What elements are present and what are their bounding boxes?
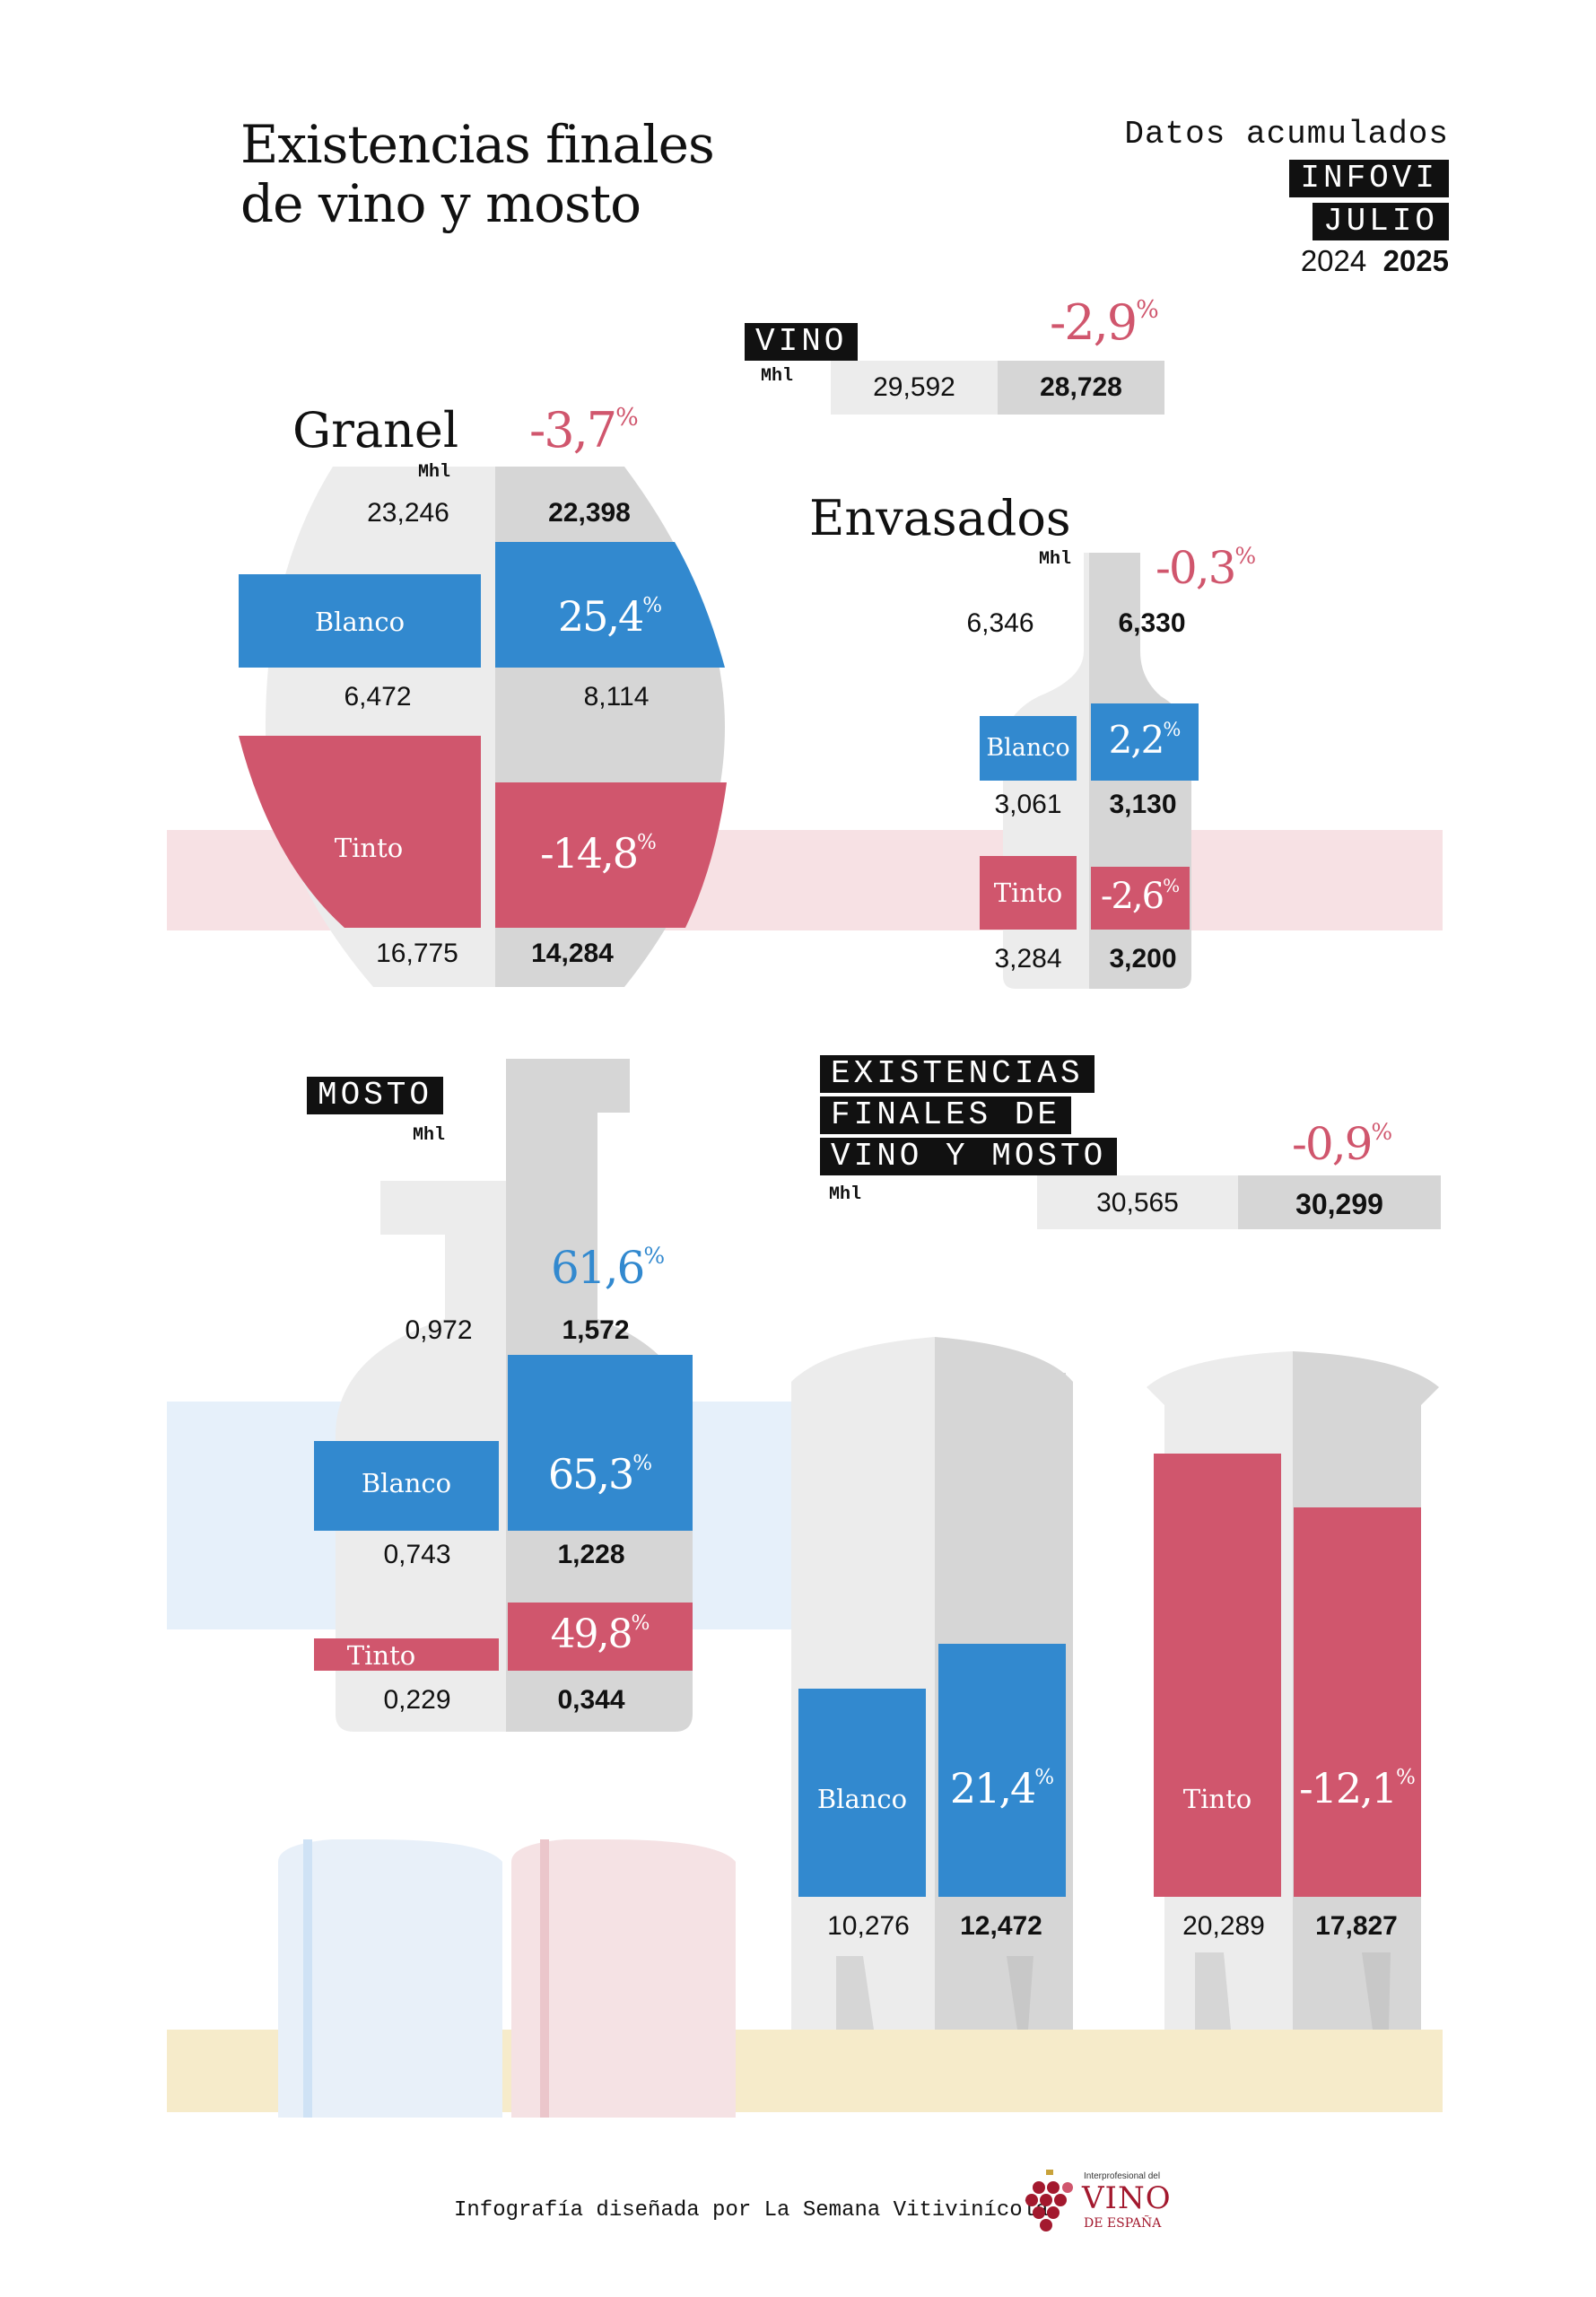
mosto-blanco-curr-bar xyxy=(508,1355,693,1531)
mosto-blanco-change: 65,3% xyxy=(547,1450,653,1498)
mosto-tinto-curr-bar xyxy=(508,1603,693,1671)
envasados-blanco-prev-bar xyxy=(980,716,1077,781)
mosto-tinto-label: Tinto xyxy=(346,1640,416,1671)
mosto-unit: Mhl xyxy=(413,1125,446,1146)
title-line-2: de vino y mosto xyxy=(240,173,641,234)
source-badge: INFOVI xyxy=(1289,160,1449,197)
envasados-tinto-prev-value: 3,284 xyxy=(994,944,1062,974)
total-curr-value: 30,299 xyxy=(1295,1188,1383,1220)
grape-logo-icon xyxy=(1025,2170,1073,2231)
total-tinto-prev-bar xyxy=(1154,1454,1281,1897)
logo-line-3: DE ESPAÑA xyxy=(1084,2216,1162,2231)
total-prev-box xyxy=(1037,1175,1238,1229)
vino-prev-value: 29,592 xyxy=(873,372,955,402)
mosto-blanco-prev-bar xyxy=(314,1441,499,1531)
granel-label: Granel xyxy=(292,402,459,459)
granel-tinto-change: -14,8% xyxy=(540,829,657,878)
total-curr-box xyxy=(1238,1175,1441,1229)
envasados-tinto-curr-bar xyxy=(1091,867,1190,930)
vino-label: VINO xyxy=(745,323,859,361)
granel-blanco-curr-value: 8,114 xyxy=(583,682,650,712)
total-tinto-prev-value: 20,289 xyxy=(1182,1911,1265,1941)
mosto-change: 61,6% xyxy=(551,1242,666,1294)
month-badge: JULIO xyxy=(1312,203,1449,240)
data-label: Datos acumulados xyxy=(1124,116,1449,153)
total-change: -0,9% xyxy=(1292,1118,1393,1170)
vino-label-wrap: VINO xyxy=(745,323,859,361)
faded-tanks-illustration xyxy=(278,1839,736,2118)
footer-credit: Infografía diseñada por La Semana Vitivi… xyxy=(454,2198,1061,2223)
total-blanco-curr-bar xyxy=(938,1644,1066,1897)
total-unit: Mhl xyxy=(829,1184,862,1205)
mosto-tinto-change: 49,8% xyxy=(550,1611,650,1657)
total-label-line-3: VINO Y MOSTO xyxy=(820,1138,1118,1175)
granel-curr-value: 22,398 xyxy=(548,498,631,528)
title-line-1: Existencias finales xyxy=(240,114,715,175)
total-tinto-curr-value: 17,827 xyxy=(1315,1911,1398,1941)
envasados-change: -0,3% xyxy=(1156,542,1257,594)
envasados-blanco-label: Blanco xyxy=(986,734,1070,762)
envasados-blanco-curr-value: 3,130 xyxy=(1109,790,1177,819)
total-tinto-curr-bar xyxy=(1294,1507,1421,1897)
logo-line-2: VINO xyxy=(1082,2180,1172,2216)
total-label-line-2: FINALES DE xyxy=(820,1096,1072,1134)
mosto-blanco-prev-value: 0,743 xyxy=(383,1540,451,1569)
envasados-tinto-prev-bar xyxy=(980,856,1077,930)
vino-curr-box xyxy=(998,361,1164,415)
total-label: EXISTENCIAS FINALES DE VINO Y MOSTO xyxy=(820,1055,1118,1175)
granel-blanco-label: Blanco xyxy=(314,607,406,637)
envasados-tinto-label: Tinto xyxy=(993,878,1063,908)
mosto-tinto-curr-value: 0,344 xyxy=(557,1685,625,1715)
mosto-blanco-curr-value: 1,228 xyxy=(557,1540,625,1569)
envasados-blanco-change: 2,2% xyxy=(1108,718,1182,762)
total-tinto-label: Tinto xyxy=(1182,1784,1252,1814)
envasados-tinto-curr-value: 3,200 xyxy=(1109,944,1177,974)
envasados-label: Envasados xyxy=(809,490,1071,546)
total-blanco-curr-value: 12,472 xyxy=(960,1911,1042,1941)
page-title: Existencias finales de vino y mosto xyxy=(240,114,715,234)
total-blanco-label: Blanco xyxy=(816,1784,908,1814)
mosto-prev-value: 0,972 xyxy=(405,1315,473,1345)
granel-prev-value: 23,246 xyxy=(367,498,449,528)
header-legend: Datos acumulados INFOVI JULIO 2024 2025 xyxy=(1124,115,1449,278)
mosto-tinto-prev-value: 0,229 xyxy=(383,1685,451,1715)
mosto-label: MOSTO xyxy=(307,1077,444,1114)
logo: Interprofesional del VINO DE ESPAÑA xyxy=(1023,2166,1184,2238)
granel-tinto-prev-bar xyxy=(239,736,481,928)
vino-curr-value: 28,728 xyxy=(1040,372,1122,402)
vino-prev-box xyxy=(831,361,998,415)
total-blanco-prev-bar xyxy=(798,1689,926,1897)
granel-blanco-change: 25,4% xyxy=(557,592,663,641)
total-blanco-change: 21,4% xyxy=(949,1764,1055,1812)
mosto-curr-value: 1,572 xyxy=(562,1315,630,1345)
granel-tinto-prev-value: 16,775 xyxy=(376,939,458,968)
envasados-tinto-change: -2,6% xyxy=(1100,875,1181,917)
granel-blanco-prev-value: 6,472 xyxy=(344,682,412,712)
granel-tinto-label: Tinto xyxy=(334,833,404,863)
total-label-line-1: EXISTENCIAS xyxy=(820,1055,1095,1093)
granel-blanco-curr-bar xyxy=(495,542,725,668)
mosto-tinto-prev-bar xyxy=(314,1638,499,1671)
granel-tinto-curr-bar xyxy=(495,782,727,928)
total-prev-value: 30,565 xyxy=(1096,1188,1179,1218)
mosto-blanco-label: Blanco xyxy=(361,1468,452,1498)
granel-tinto-curr-value: 14,284 xyxy=(531,939,614,968)
logo-line-1: Interprofesional del xyxy=(1084,2171,1161,2181)
vino-unit: Mhl xyxy=(761,366,794,387)
total-blanco-prev-value: 10,276 xyxy=(827,1911,910,1941)
mosto-label-wrap: MOSTO xyxy=(307,1077,444,1114)
envasados-curr-value: 6,330 xyxy=(1118,608,1186,638)
year-prev: 2024 xyxy=(1300,244,1367,277)
envasados-prev-value: 6,346 xyxy=(966,608,1034,638)
granel-blanco-prev-bar xyxy=(239,574,481,668)
granel-unit: Mhl xyxy=(418,462,451,483)
total-tinto-change: -12,1% xyxy=(1299,1764,1416,1812)
year-curr: 2025 xyxy=(1382,244,1449,277)
envasados-blanco-prev-value: 3,061 xyxy=(994,790,1062,819)
envasados-blanco-curr-bar xyxy=(1091,703,1199,781)
vino-change: -2,9% xyxy=(1050,294,1159,351)
envasados-unit: Mhl xyxy=(1039,549,1072,570)
granel-change: -3,7% xyxy=(529,402,639,459)
